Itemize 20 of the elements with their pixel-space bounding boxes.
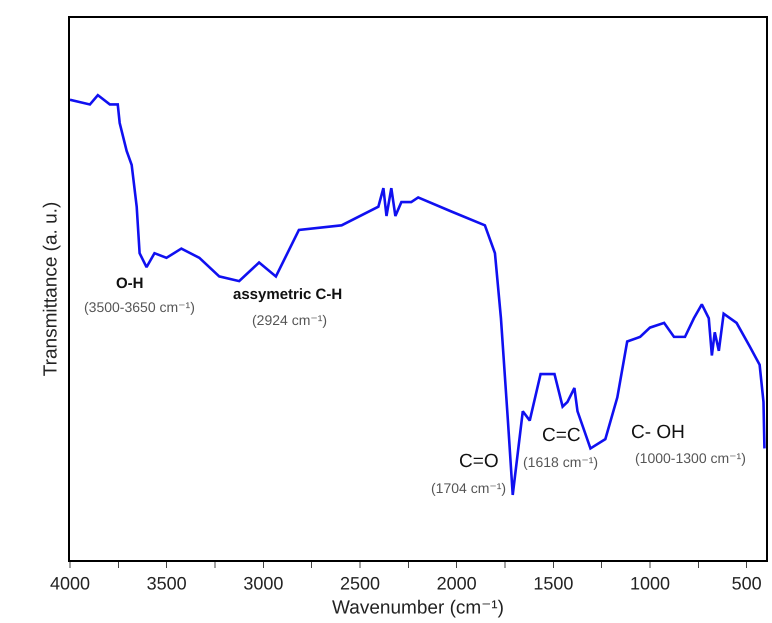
x-tick-label: 4000 xyxy=(50,573,90,594)
annotation: C=O xyxy=(459,451,499,472)
x-tick-label: 1000 xyxy=(630,573,670,594)
annotation: (1618 cm⁻¹) xyxy=(523,454,598,470)
x-tick-label: 500 xyxy=(732,573,762,594)
annotation: C- OH xyxy=(631,422,685,443)
y-axis-title: Transmittance (a. u.) xyxy=(40,202,62,376)
x-axis-title: Wavenumber (cm⁻¹) xyxy=(332,598,504,619)
x-tick-label: 2500 xyxy=(340,573,380,594)
annotation: assymetric C-H xyxy=(233,286,342,303)
x-tick-label: 3000 xyxy=(243,573,284,594)
annotation: O-H xyxy=(116,275,144,292)
annotation: (1704 cm⁻¹) xyxy=(431,480,506,496)
annotation: C=C xyxy=(542,425,581,446)
x-tick-label: 3500 xyxy=(146,573,187,594)
annotation: (1000-1300 cm⁻¹) xyxy=(635,450,746,466)
x-tick-label: 1500 xyxy=(533,573,574,594)
x-tick-label: 2000 xyxy=(436,573,477,594)
annotation: (3500-3650 cm⁻¹) xyxy=(84,299,195,315)
annotation: (2924 cm⁻¹) xyxy=(252,312,328,328)
